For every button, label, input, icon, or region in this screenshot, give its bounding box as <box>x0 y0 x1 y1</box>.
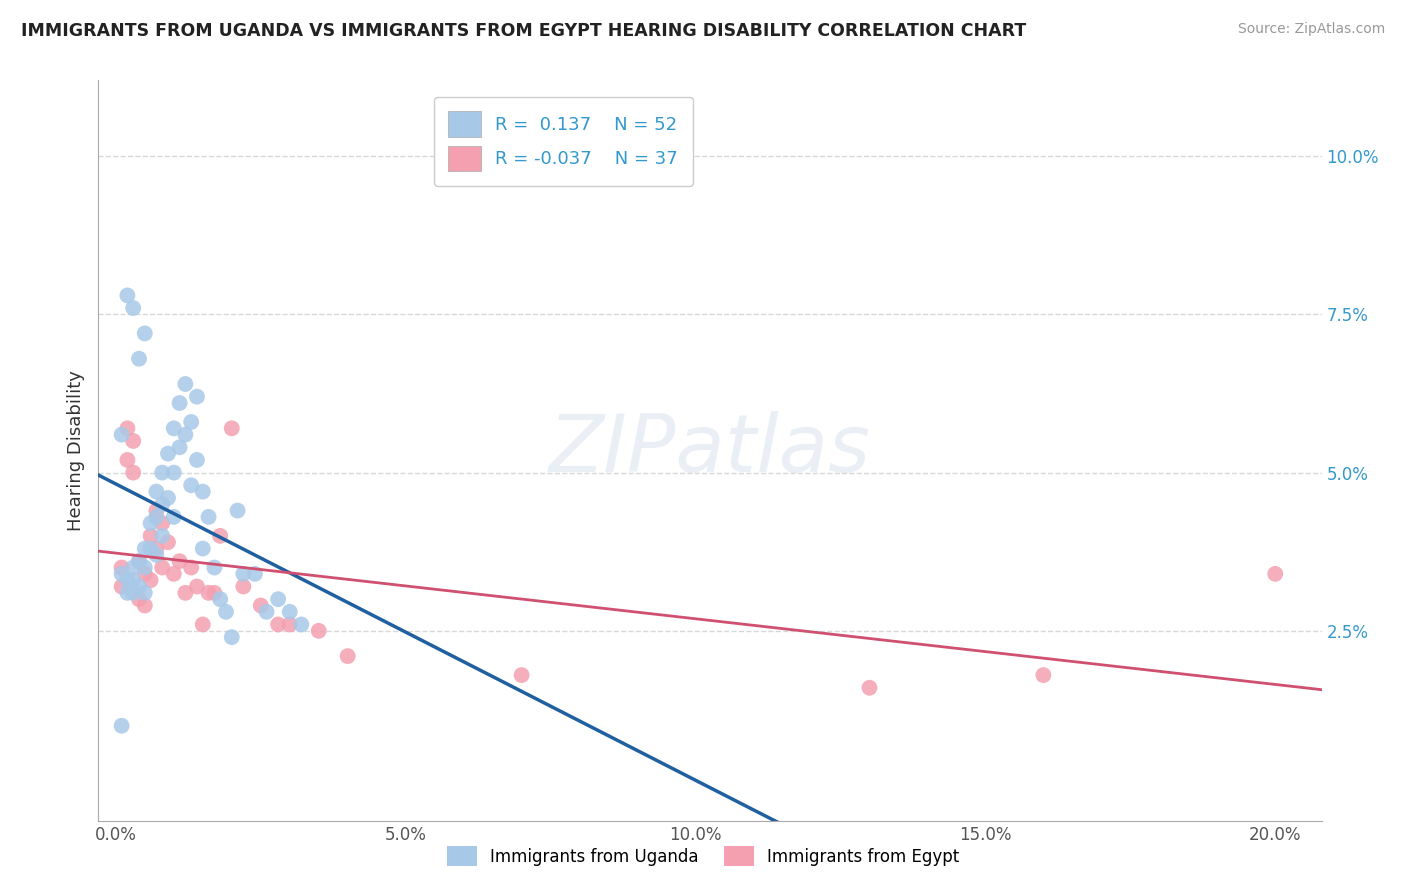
Point <box>139 529 162 543</box>
Point <box>163 421 186 435</box>
Point <box>191 617 214 632</box>
Point <box>122 301 145 315</box>
Point <box>180 415 202 429</box>
Point <box>122 586 145 600</box>
Point <box>202 586 225 600</box>
Point <box>128 580 150 594</box>
Point <box>134 326 156 341</box>
Point <box>145 509 167 524</box>
Point <box>336 649 359 664</box>
Point <box>156 535 179 549</box>
Point <box>180 478 202 492</box>
Point <box>232 566 254 581</box>
Point <box>163 466 186 480</box>
Point <box>122 573 145 587</box>
Point <box>150 560 173 574</box>
Point <box>134 586 156 600</box>
Point <box>117 421 139 435</box>
Point <box>122 560 145 574</box>
Point <box>156 447 179 461</box>
Point <box>117 573 139 587</box>
Point <box>117 586 139 600</box>
Point <box>191 484 214 499</box>
Y-axis label: Hearing Disability: Hearing Disability <box>66 370 84 531</box>
Point <box>180 560 202 574</box>
Point <box>174 427 197 442</box>
Point <box>186 390 208 404</box>
Point <box>150 516 173 531</box>
Point <box>163 566 186 581</box>
Point <box>134 599 156 613</box>
Point <box>150 497 173 511</box>
Point <box>169 396 191 410</box>
Point <box>169 554 191 568</box>
Point <box>110 566 132 581</box>
Point <box>117 288 139 302</box>
Point <box>139 573 162 587</box>
Text: Source: ZipAtlas.com: Source: ZipAtlas.com <box>1237 22 1385 37</box>
Point <box>134 560 156 574</box>
Point <box>145 548 167 562</box>
Point <box>110 580 132 594</box>
Point <box>191 541 214 556</box>
Point <box>858 681 880 695</box>
Point <box>215 605 238 619</box>
Point <box>256 605 278 619</box>
Text: ZIPatlas: ZIPatlas <box>548 411 872 490</box>
Point <box>174 586 197 600</box>
Point <box>128 554 150 568</box>
Point <box>128 592 150 607</box>
Point <box>110 719 132 733</box>
Point <box>174 377 197 392</box>
Point <box>186 453 208 467</box>
Point <box>278 605 301 619</box>
Point <box>221 630 243 644</box>
Point <box>128 351 150 366</box>
Point <box>150 529 173 543</box>
Point <box>197 509 219 524</box>
Point <box>202 560 225 574</box>
Point <box>243 566 266 581</box>
Legend: R =  0.137    N = 52, R = -0.037    N = 37: R = 0.137 N = 52, R = -0.037 N = 37 <box>434 96 693 186</box>
Point <box>249 599 271 613</box>
Point <box>267 592 290 607</box>
Point <box>226 503 249 517</box>
Point <box>145 484 167 499</box>
Legend: Immigrants from Uganda, Immigrants from Egypt: Immigrants from Uganda, Immigrants from … <box>439 838 967 875</box>
Point <box>117 453 139 467</box>
Point <box>156 491 179 505</box>
Point <box>145 503 167 517</box>
Point <box>232 580 254 594</box>
Point <box>209 592 232 607</box>
Point <box>290 617 312 632</box>
Point <box>134 566 156 581</box>
Point <box>197 586 219 600</box>
Point <box>128 554 150 568</box>
Point <box>186 580 208 594</box>
Point <box>163 509 186 524</box>
Point <box>139 541 162 556</box>
Point <box>110 560 132 574</box>
Point <box>134 541 156 556</box>
Point <box>308 624 330 638</box>
Point <box>110 427 132 442</box>
Point <box>139 516 162 531</box>
Point <box>145 541 167 556</box>
Point <box>169 440 191 454</box>
Point <box>221 421 243 435</box>
Point <box>122 434 145 448</box>
Point <box>209 529 232 543</box>
Point <box>150 466 173 480</box>
Point <box>510 668 533 682</box>
Point <box>278 617 301 632</box>
Text: IMMIGRANTS FROM UGANDA VS IMMIGRANTS FROM EGYPT HEARING DISABILITY CORRELATION C: IMMIGRANTS FROM UGANDA VS IMMIGRANTS FRO… <box>21 22 1026 40</box>
Point <box>122 466 145 480</box>
Point <box>1264 566 1286 581</box>
Point <box>1032 668 1054 682</box>
Point <box>267 617 290 632</box>
